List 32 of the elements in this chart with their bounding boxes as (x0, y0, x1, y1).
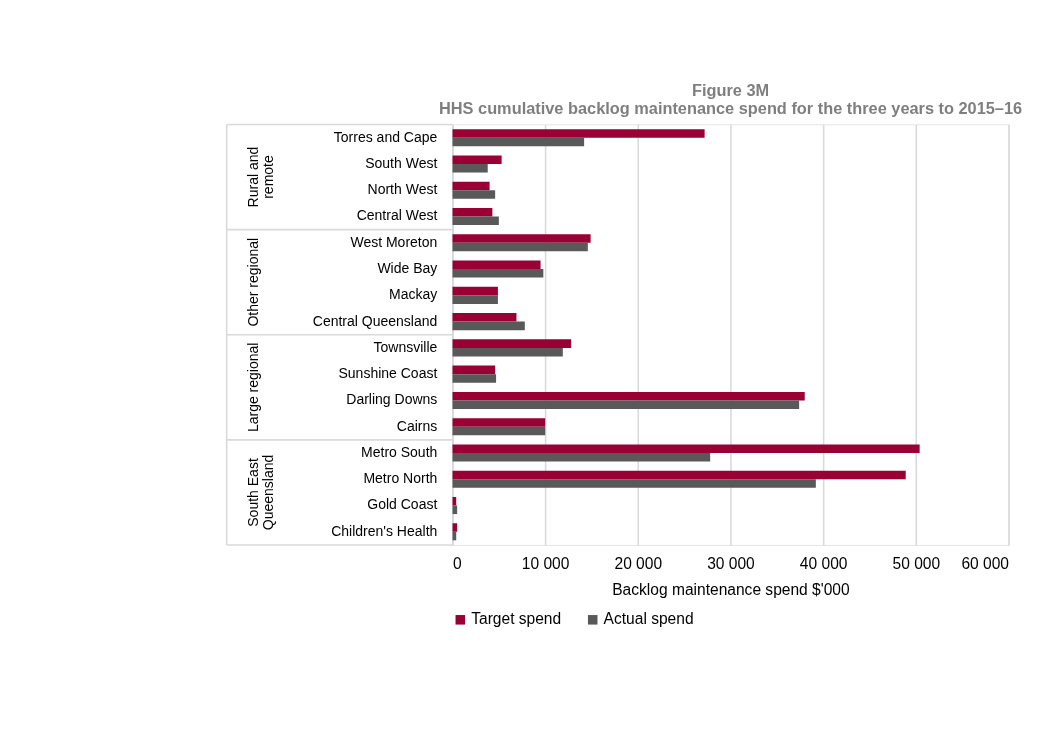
y-tick-label: Central West (356, 207, 438, 224)
y-tick-label: Metro South (361, 443, 438, 460)
y-tick-label: West Moreton (350, 233, 438, 250)
text: South East Queensland (244, 454, 277, 531)
y-tick-label: Townsville (373, 338, 438, 355)
y-tick-label: Children's Health (331, 522, 438, 539)
y-tick-label: Mackay (389, 286, 438, 303)
y-tick-label: Torres and Cape (333, 128, 438, 145)
text: Other regional (244, 237, 261, 327)
y-tick-label: Gold Coast (367, 496, 438, 513)
y-tick-label: Cairns (396, 417, 438, 434)
y-tick-label: Wide Bay (377, 259, 438, 276)
x-tick-label: 30 000 (707, 554, 756, 572)
x-tick-label: 50 000 (892, 554, 941, 572)
x-tick-label: 20 000 (614, 554, 663, 572)
y-tick-label: Metro North (363, 470, 438, 487)
y-tick-label: Central Queensland (312, 312, 438, 329)
text: Large regional (244, 342, 261, 433)
legend-label: Actual spend (603, 610, 694, 628)
y-tick-label: North West (367, 181, 438, 198)
chart-subtitle: HHS cumulative backlog maintenance spend for the three years to 2015–16 (438, 99, 1023, 118)
chart-title: Figure 3M (691, 80, 770, 99)
text: Rural and remote (244, 146, 277, 208)
y-tick-label: South West (365, 154, 438, 171)
x-tick-label: 60 000 (961, 554, 1010, 572)
y-tick-label: Sunshine Coast (338, 365, 438, 382)
y-tick-label: Darling Downs (346, 391, 438, 408)
x-tick-label: 10 000 (521, 554, 570, 572)
x-tick-label: 0 (452, 554, 462, 572)
x-axis-title: Backlog maintenance spend $'000 (612, 581, 851, 599)
legend-label: Target spend (471, 610, 562, 628)
x-tick-label: 40 000 (799, 554, 848, 572)
